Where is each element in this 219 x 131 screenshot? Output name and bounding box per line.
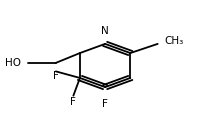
Text: F: F (71, 97, 76, 107)
Text: F: F (53, 71, 59, 81)
Text: N: N (101, 26, 109, 36)
Text: CH₃: CH₃ (164, 36, 184, 46)
Text: F: F (102, 99, 108, 109)
Text: HO: HO (5, 58, 21, 68)
